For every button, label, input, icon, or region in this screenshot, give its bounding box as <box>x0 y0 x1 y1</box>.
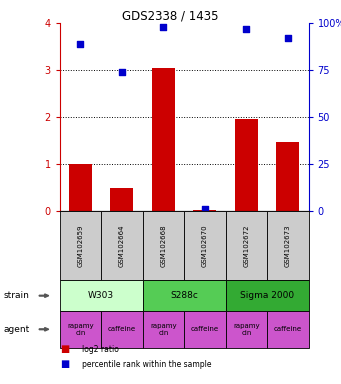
Text: strain: strain <box>3 291 29 300</box>
Text: GSM102672: GSM102672 <box>243 225 249 267</box>
Point <box>119 69 124 75</box>
Point <box>285 35 291 41</box>
Text: GSM102670: GSM102670 <box>202 224 208 267</box>
Bar <box>110 188 133 211</box>
Text: ■: ■ <box>60 344 69 354</box>
Bar <box>193 210 216 211</box>
Text: percentile rank within the sample: percentile rank within the sample <box>82 359 211 369</box>
Text: caffeine: caffeine <box>191 326 219 332</box>
Text: GSM102664: GSM102664 <box>119 225 125 267</box>
Text: agent: agent <box>3 325 30 334</box>
Text: GSM102659: GSM102659 <box>77 225 84 267</box>
Bar <box>235 119 258 211</box>
Text: Sigma 2000: Sigma 2000 <box>240 291 294 300</box>
Point <box>202 206 208 212</box>
Text: log2 ratio: log2 ratio <box>82 345 119 354</box>
Text: GDS2338 / 1435: GDS2338 / 1435 <box>122 10 219 23</box>
Bar <box>277 142 299 211</box>
Text: rapamy
cin: rapamy cin <box>67 323 94 336</box>
Text: rapamy
cin: rapamy cin <box>233 323 260 336</box>
Text: GSM102673: GSM102673 <box>285 224 291 267</box>
Text: caffeine: caffeine <box>108 326 136 332</box>
Text: caffeine: caffeine <box>274 326 302 332</box>
Point <box>161 24 166 30</box>
Text: rapamy
cin: rapamy cin <box>150 323 177 336</box>
Text: W303: W303 <box>88 291 114 300</box>
Bar <box>69 164 92 211</box>
Point <box>78 41 83 47</box>
Bar <box>152 68 175 211</box>
Point <box>243 26 249 32</box>
Text: S288c: S288c <box>170 291 198 300</box>
Text: ■: ■ <box>60 359 69 369</box>
Text: GSM102668: GSM102668 <box>160 224 166 267</box>
